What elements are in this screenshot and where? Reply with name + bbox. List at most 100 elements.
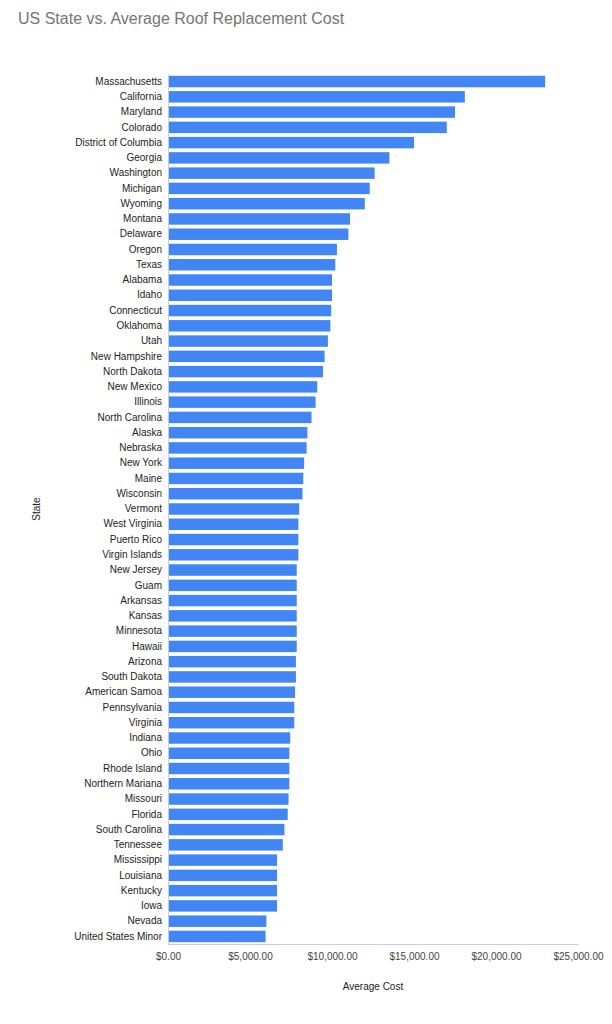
y-tick-label: Minnesota — [116, 625, 163, 636]
y-tick-label: Massachusetts — [95, 76, 162, 87]
y-tick-label: United States Minor — [74, 931, 162, 942]
x-tick: $0.00 — [156, 944, 181, 962]
y-tick-label: Indiana — [129, 732, 162, 743]
y-tick: Virginia — [129, 717, 163, 728]
y-tick-label: Virginia — [129, 717, 163, 728]
y-tick: South Carolina — [96, 824, 163, 835]
y-tick-label: Illinois — [134, 396, 162, 407]
bar — [168, 580, 297, 591]
y-tick: Ohio — [141, 747, 163, 758]
y-tick: Iowa — [141, 900, 163, 911]
y-tick: Washington — [110, 167, 162, 178]
y-tick: New York — [120, 457, 163, 468]
bar — [168, 885, 277, 896]
bar — [168, 473, 303, 484]
bar — [168, 900, 277, 911]
y-tick: Guam — [135, 580, 162, 591]
y-tick: Missouri — [125, 793, 162, 804]
y-tick-label: Delaware — [120, 228, 163, 239]
y-tick-label: North Dakota — [103, 366, 162, 377]
y-tick: Wisconsin — [116, 488, 162, 499]
background — [0, 0, 612, 1024]
y-tick: Minnesota — [116, 625, 163, 636]
y-tick: Illinois — [134, 396, 162, 407]
y-tick-label: Oregon — [129, 244, 162, 255]
y-axis-title: State — [31, 497, 42, 521]
y-tick-label: Iowa — [141, 900, 163, 911]
y-tick: South Dakota — [101, 671, 162, 682]
plot: $0.00$5,000.00$10,000.00$15,000.00$20,00… — [74, 75, 604, 963]
bar — [168, 366, 323, 377]
y-tick-label: Arizona — [128, 656, 162, 667]
y-tick: Wyoming — [120, 198, 162, 209]
bar — [168, 167, 375, 178]
bar — [168, 870, 277, 881]
bar — [168, 305, 331, 316]
y-tick-label: Northern Mariana — [84, 778, 162, 789]
bar — [168, 519, 298, 530]
y-tick-label: Georgia — [126, 152, 162, 163]
bar — [168, 686, 295, 697]
y-tick: Arkansas — [120, 595, 162, 606]
bar — [168, 198, 365, 209]
bar — [168, 763, 289, 774]
y-tick-label: Wisconsin — [116, 488, 162, 499]
x-tick: $15,000.00 — [389, 944, 439, 962]
x-tick-label: $20,000.00 — [471, 951, 521, 962]
y-tick-label: Colorado — [121, 122, 162, 133]
y-tick: Nevada — [128, 915, 163, 926]
y-tick: Louisiana — [119, 870, 162, 881]
y-tick-label: Montana — [123, 213, 162, 224]
bar — [168, 854, 277, 865]
bar — [168, 442, 307, 453]
y-tick: Texas — [136, 259, 162, 270]
bar — [168, 427, 307, 438]
bar — [168, 809, 288, 820]
y-tick: Rhode Island — [103, 763, 162, 774]
y-tick-label: Florida — [131, 809, 162, 820]
y-tick: Northern Mariana — [84, 778, 162, 789]
y-tick: Arizona — [128, 656, 162, 667]
y-tick-label: Virgin Islands — [102, 549, 162, 560]
bar — [168, 259, 335, 270]
bar — [168, 824, 284, 835]
y-tick: Utah — [141, 335, 162, 346]
y-tick: Puerto Rico — [110, 534, 163, 545]
y-tick-label: Michigan — [122, 183, 162, 194]
x-tick-label: $5,000.00 — [228, 951, 273, 962]
y-tick: North Carolina — [98, 412, 163, 423]
bar — [168, 564, 297, 575]
y-tick: New Hampshire — [91, 351, 163, 362]
x-tick: $25,000.00 — [553, 944, 603, 962]
y-tick: West Virginia — [103, 518, 162, 529]
y-tick: Alaska — [132, 427, 162, 438]
y-tick: Kansas — [129, 610, 162, 621]
bar — [168, 228, 348, 239]
y-tick-label: New Hampshire — [91, 351, 163, 362]
bar — [168, 244, 337, 255]
y-tick-label: South Carolina — [96, 824, 163, 835]
y-tick: Montana — [123, 213, 162, 224]
y-tick-label: District of Columbia — [75, 137, 162, 148]
y-tick-label: Rhode Island — [103, 763, 162, 774]
bar — [168, 320, 330, 331]
y-tick: Colorado — [121, 122, 162, 133]
x-tick-label: $15,000.00 — [389, 951, 439, 962]
y-tick-label: American Samoa — [85, 686, 162, 697]
y-tick: Oregon — [129, 244, 162, 255]
y-tick-label: Alaska — [132, 427, 162, 438]
y-tick-label: Connecticut — [109, 305, 162, 316]
y-tick-label: Arkansas — [120, 595, 162, 606]
y-tick: Maine — [135, 473, 163, 484]
x-tick: $5,000.00 — [228, 944, 273, 962]
bar — [168, 183, 370, 194]
bar — [168, 717, 294, 728]
x-tick-label: $25,000.00 — [553, 951, 603, 962]
y-tick: Mississippi — [114, 854, 162, 865]
chart: US State vs. Average Roof Replacement Co… — [0, 0, 612, 1024]
y-tick: Michigan — [122, 183, 162, 194]
y-tick-label: Nevada — [128, 915, 163, 926]
y-tick-label: Oklahoma — [116, 320, 162, 331]
y-tick: Oklahoma — [116, 320, 162, 331]
y-tick-label: Mississippi — [114, 854, 162, 865]
